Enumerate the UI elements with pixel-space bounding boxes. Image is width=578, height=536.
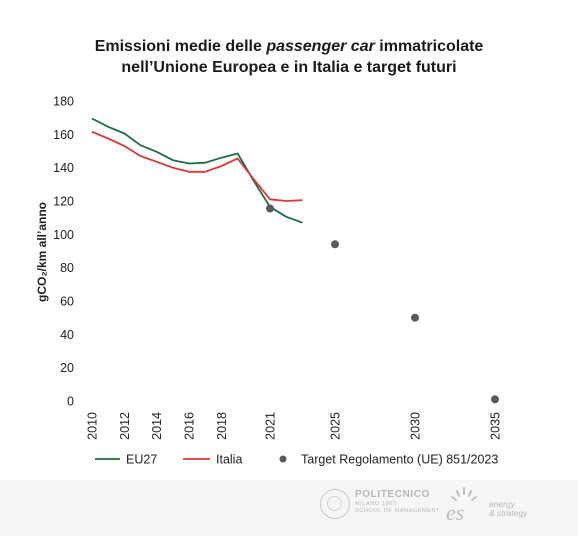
y-axis-label: gCO₂/km all’anno <box>35 202 49 302</box>
x-tick-label: 2035 <box>489 412 503 440</box>
polimi-logo: POLITECNICO MILANO 1863 SCHOOL OF MANAGE… <box>355 490 440 514</box>
legend-marker-swatch <box>279 455 287 463</box>
legend-label: EU27 <box>126 453 157 467</box>
title-text-post: immatricolate <box>374 38 484 55</box>
es-line-1: energy <box>489 499 515 509</box>
y-tick-label: 60 <box>60 295 74 309</box>
polimi-line-2: MILANO 1863 <box>355 501 397 507</box>
y-tick-label: 80 <box>60 261 74 275</box>
title-text-pre: Emissioni medie delle <box>94 38 267 55</box>
energy-strategy-logo-icon: es <box>446 487 477 523</box>
y-tick-label: 40 <box>60 328 74 342</box>
es-line-2: & strategy <box>489 508 528 518</box>
target-point <box>266 204 274 213</box>
legend-label: Italia <box>216 453 242 467</box>
target-point <box>491 395 499 404</box>
es-logo-text: energy & strategy <box>489 500 527 518</box>
y-tick-label: 140 <box>53 161 74 175</box>
y-tick-label: 160 <box>53 128 74 142</box>
x-tick-label: 2014 <box>150 412 164 440</box>
polimi-line-3: SCHOOL OF MANAGEMENT <box>355 507 441 514</box>
x-tick-label: 2025 <box>329 412 343 440</box>
x-tick-label: 2021 <box>264 412 278 440</box>
x-tick-label: 2030 <box>409 412 423 440</box>
x-tick-label: 2018 <box>215 412 229 440</box>
chart-title-line-2: nell’Unione Europea e in Italia e target… <box>121 59 457 76</box>
footer-bar <box>0 480 578 536</box>
legend-label: Target Regolamento (UE) 851/2023 <box>301 453 498 467</box>
series-line <box>91 117 303 224</box>
target-point <box>331 240 339 249</box>
y-tick-label: 180 <box>53 95 74 109</box>
x-tick-label: 2012 <box>118 412 132 440</box>
y-tick-label: 0 <box>67 395 74 409</box>
y-tick-label: 120 <box>53 195 74 209</box>
es-mark: es <box>446 500 464 523</box>
chart-title: Emissioni medie delle passenger car imma… <box>0 36 578 78</box>
target-point <box>411 313 419 322</box>
y-tick-label: 100 <box>53 228 74 242</box>
y-tick-label: 20 <box>60 361 74 375</box>
x-tick-label: 2010 <box>86 412 100 440</box>
chart-title-line-1: Emissioni medie delle passenger car imma… <box>0 36 578 57</box>
x-tick-label: 2016 <box>183 412 197 440</box>
title-text-italic: passenger car <box>266 38 375 55</box>
emissions-chart: 0 20 40 60 80 100 120 140 160 180 2010 2012 2014 2016… <box>35 95 503 467</box>
polimi-name: POLITECNICO <box>355 489 430 500</box>
series-line <box>91 130 303 202</box>
polimi-seal-icon <box>320 489 350 519</box>
